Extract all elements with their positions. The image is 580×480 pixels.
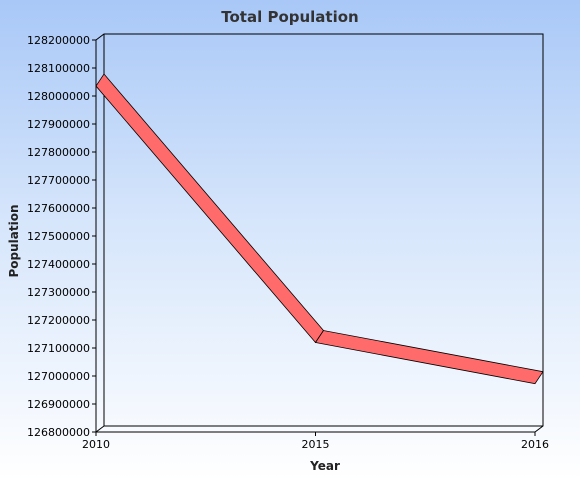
x-tick-label: 2010 xyxy=(82,438,110,451)
y-tick-label: 128100000 xyxy=(27,62,90,75)
y-tick-label: 127500000 xyxy=(27,230,90,243)
series-segment xyxy=(314,330,544,385)
y-tick-label: 126800000 xyxy=(27,426,90,439)
x-axis-label: Year xyxy=(309,459,340,473)
y-tick-label: 126900000 xyxy=(27,398,90,411)
chart-title: Total Population xyxy=(221,8,358,26)
y-tick-label: 127200000 xyxy=(27,314,90,327)
y-tick-label: 128000000 xyxy=(27,90,90,103)
y-tick-label: 128200000 xyxy=(27,34,90,47)
y-axis-label: Population xyxy=(7,204,21,277)
y-tick-label: 127900000 xyxy=(27,118,90,131)
y-tick-label: 127000000 xyxy=(27,370,90,383)
floor-edge xyxy=(95,425,105,433)
y-tick-label: 127100000 xyxy=(27,342,90,355)
x-axis-ticks: 2010 2015 2016 xyxy=(82,432,549,451)
x-tick-label: 2016 xyxy=(521,438,549,451)
series-segment xyxy=(95,73,325,344)
y-tick-label: 127600000 xyxy=(27,202,90,215)
y-tick-label: 127300000 xyxy=(27,286,90,299)
y-tick-label: 127700000 xyxy=(27,174,90,187)
series-area xyxy=(95,73,544,385)
y-tick-label: 127400000 xyxy=(27,258,90,271)
x-tick-label: 2015 xyxy=(302,438,330,451)
y-tick-label: 127800000 xyxy=(27,146,90,159)
y-axis-ticks: 128200000 128100000 128000000 127900000 1278… xyxy=(27,34,96,439)
